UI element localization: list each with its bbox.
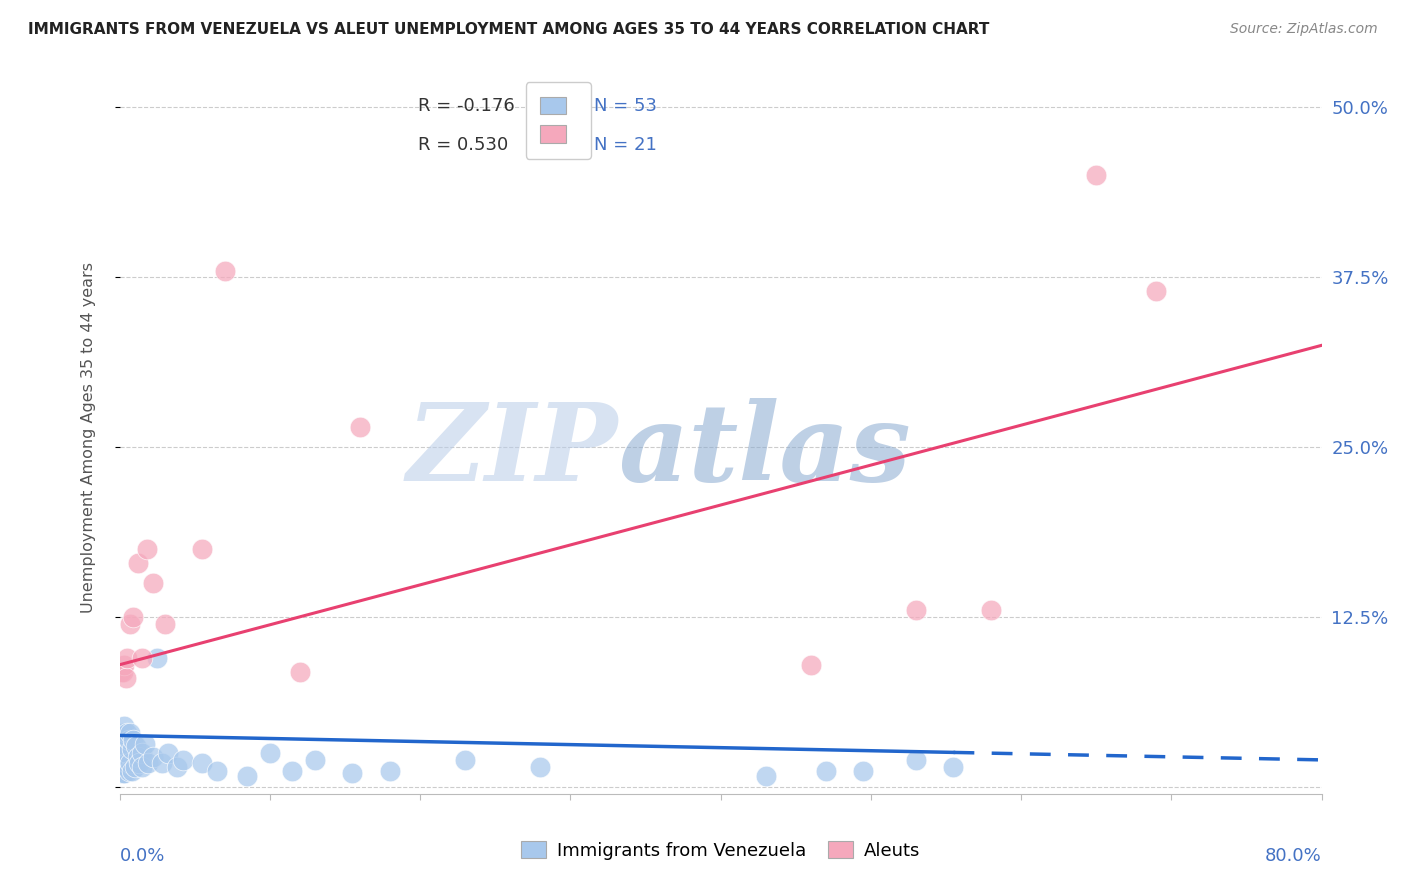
Point [111,725,134,739]
Point [131,746,153,760]
Point [904,753,927,767]
Text: Source: ZipAtlas.com: Source: ZipAtlas.com [1230,22,1378,37]
Point [349,420,371,434]
Point [236,769,259,783]
Point [942,760,965,774]
Point [904,603,927,617]
Point [112,739,135,754]
Point [135,542,157,557]
Point [127,556,149,570]
Point [378,764,401,778]
Point [118,756,141,770]
Point [112,766,135,780]
Point [980,603,1002,617]
Text: 0.0%: 0.0% [120,847,165,865]
Text: N = 53: N = 53 [595,97,658,115]
Point [115,756,138,770]
Text: N = 21: N = 21 [595,136,657,153]
Point [118,725,141,739]
Point [117,732,139,747]
Point [1085,169,1108,183]
Point [115,746,138,760]
Point [142,576,165,591]
Point [114,671,136,685]
Point [111,760,134,774]
Point [115,651,138,665]
Point [136,756,159,770]
Point [112,657,135,672]
Point [191,542,214,557]
Text: IMMIGRANTS FROM VENEZUELA VS ALEUT UNEMPLOYMENT AMONG AGES 35 TO 44 YEARS CORREL: IMMIGRANTS FROM VENEZUELA VS ALEUT UNEMP… [28,22,990,37]
Point [852,764,875,778]
Point [134,737,156,751]
Point [454,753,477,767]
Point [115,725,138,739]
Point [121,742,143,756]
Point [121,764,143,778]
Point [110,753,132,767]
Point [800,657,823,672]
Point [259,746,281,760]
Point [1144,284,1167,298]
Point [125,739,148,754]
Point [166,760,188,774]
Point [114,760,136,774]
Point [191,756,214,770]
Point [150,756,173,770]
Point [131,760,153,774]
Text: R = 0.530: R = 0.530 [418,136,531,153]
Point [111,665,134,679]
Point [214,263,236,277]
Point [110,732,132,747]
Point [127,750,149,764]
Point [111,766,134,780]
Point [110,665,132,679]
Point [156,746,179,760]
Point [153,617,176,632]
Point [114,753,136,767]
Point [529,760,551,774]
Point [172,753,194,767]
Point [110,760,132,774]
Point [288,665,311,679]
Point [281,764,304,778]
Point [142,750,165,764]
Point [131,651,153,665]
Text: 80.0%: 80.0% [1265,847,1322,865]
Point [342,766,364,780]
Point [128,756,150,770]
Text: R = -0.176: R = -0.176 [418,97,531,115]
Text: atlas: atlas [619,399,911,504]
Point [117,764,139,778]
Point [112,719,135,733]
Point [122,610,145,624]
Point [146,651,169,665]
Text: ZIP: ZIP [406,399,619,504]
Point [205,764,228,778]
Point [755,769,778,783]
Point [124,760,146,774]
Point [814,764,837,778]
Point [122,732,145,747]
Point [114,739,136,754]
Legend: Immigrants from Venezuela, Aleuts: Immigrants from Venezuela, Aleuts [513,834,928,867]
Y-axis label: Unemployment Among Ages 35 to 44 years: Unemployment Among Ages 35 to 44 years [82,261,96,613]
Point [304,753,326,767]
Point [118,617,141,632]
Point [111,746,134,760]
Point [111,766,134,780]
